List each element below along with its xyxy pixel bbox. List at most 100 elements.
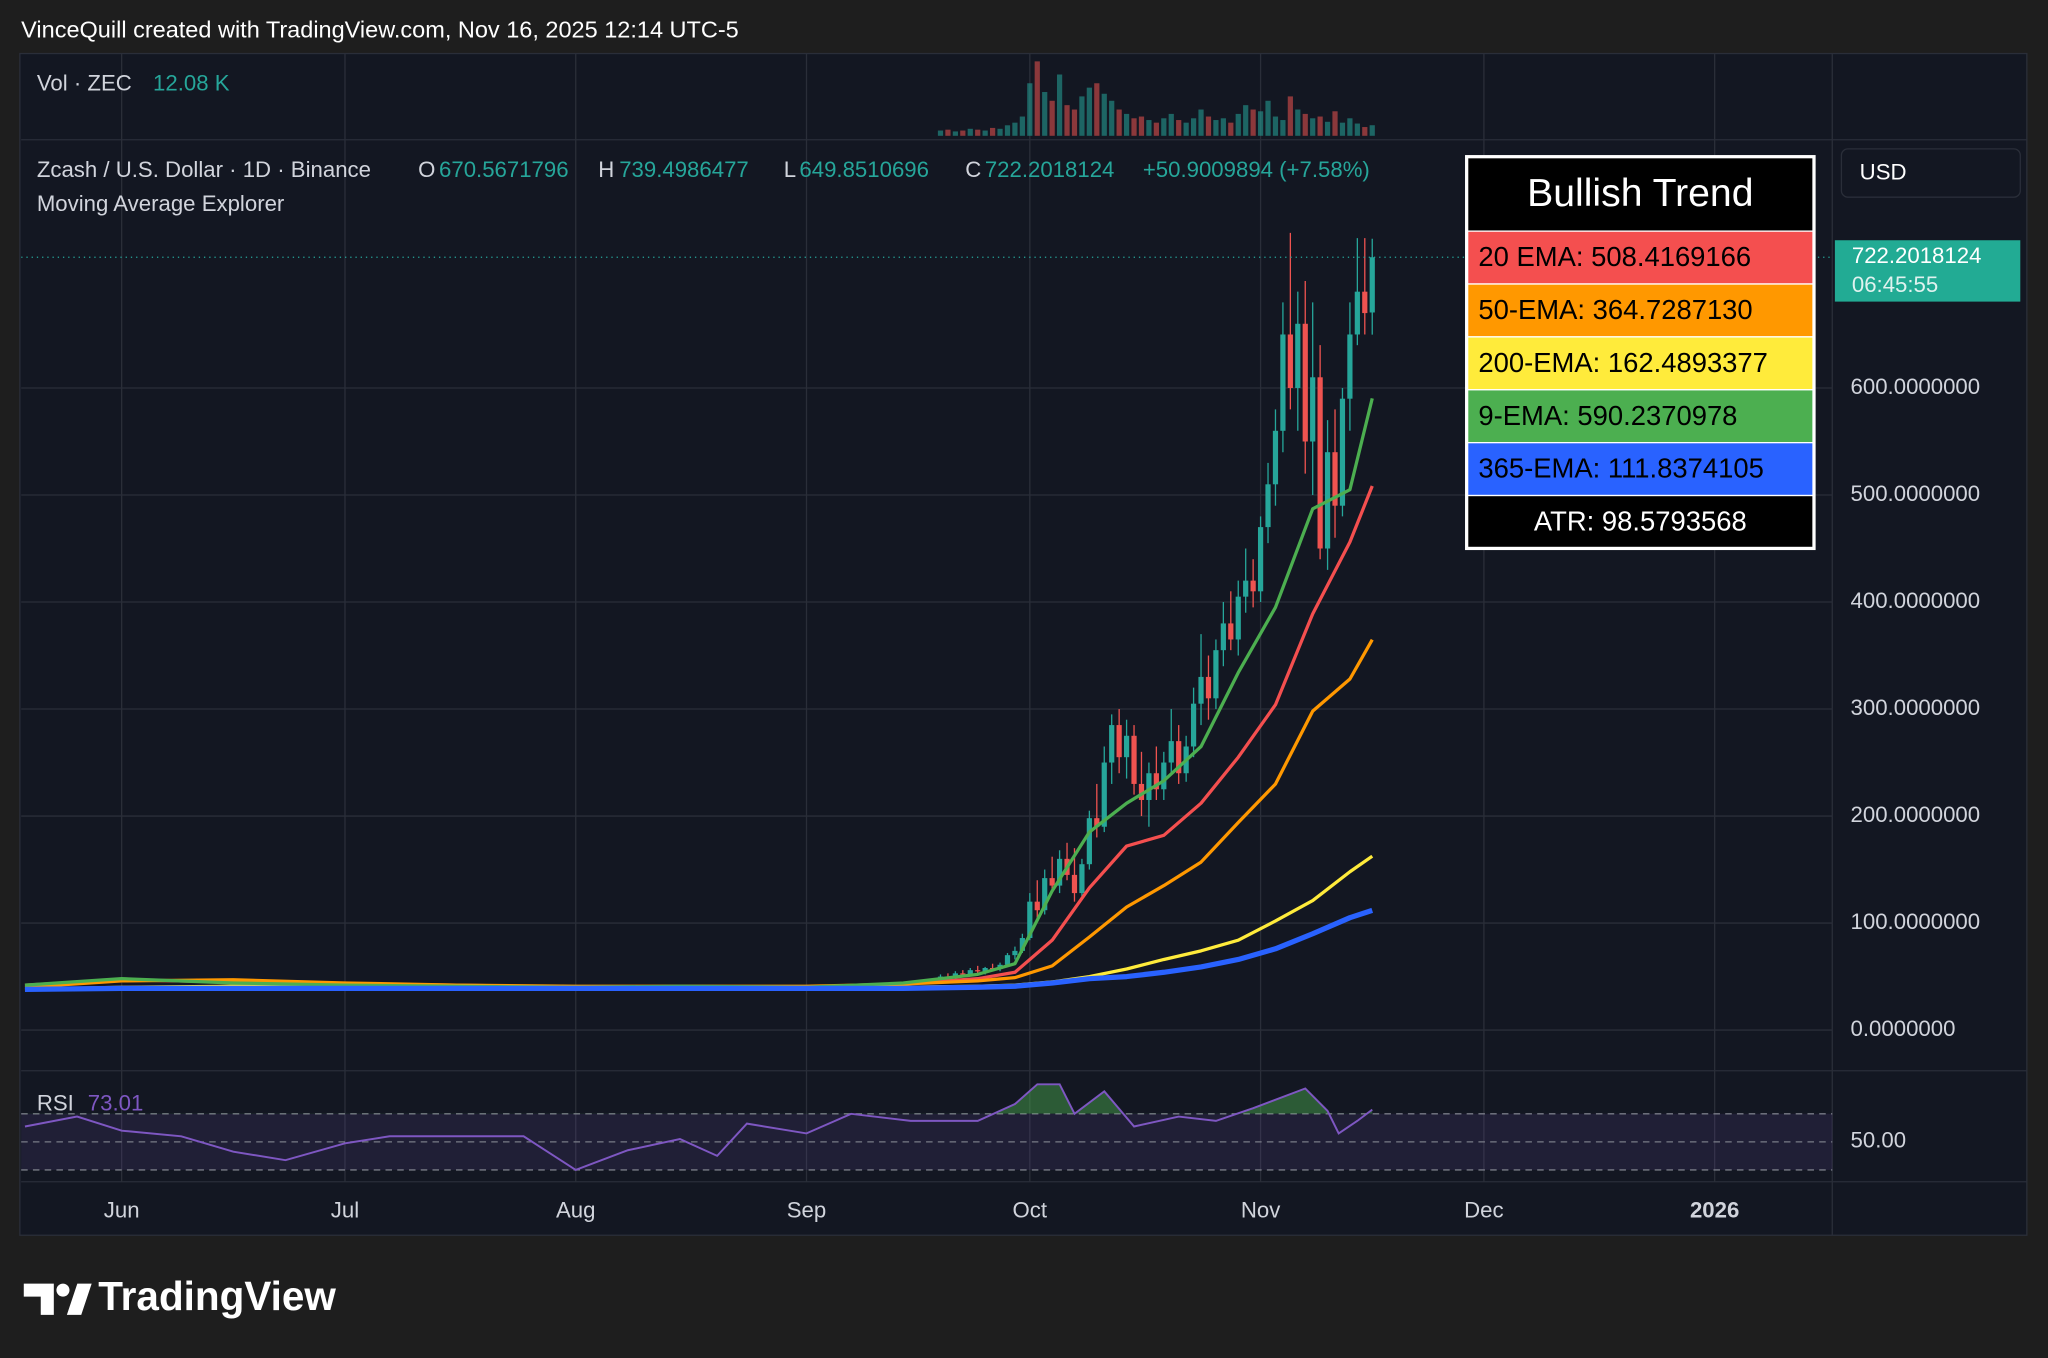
candle-body bbox=[1317, 377, 1323, 549]
volume-bar bbox=[1027, 83, 1033, 136]
volume-bar bbox=[937, 130, 944, 136]
candle-body bbox=[1369, 257, 1375, 313]
volume-bar bbox=[1213, 120, 1219, 136]
currency-box[interactable] bbox=[1840, 148, 2021, 198]
volume-bar bbox=[1198, 109, 1204, 136]
y-tick-label: 500.0000000 bbox=[1851, 481, 1981, 506]
logo-icon bbox=[66, 1283, 92, 1315]
volume-bar bbox=[1109, 100, 1115, 136]
candle-body bbox=[1146, 773, 1152, 800]
x-tick-label: Sep bbox=[787, 1198, 826, 1223]
candle-body bbox=[1116, 725, 1122, 758]
candle-body bbox=[1250, 580, 1256, 592]
price-pane bbox=[21, 232, 1833, 992]
candle-body bbox=[1332, 452, 1338, 506]
volume-bar bbox=[1243, 105, 1249, 136]
ema-line bbox=[24, 398, 1374, 989]
volume-bar bbox=[1086, 87, 1092, 136]
currency[interactable]: USD bbox=[1860, 160, 1907, 185]
volume-bar bbox=[1362, 127, 1368, 136]
volume-bar bbox=[1257, 111, 1264, 136]
countdown: 06:45:55 bbox=[1852, 272, 1938, 297]
y-tick-label: 50.00 bbox=[1851, 1128, 1907, 1153]
candle-body bbox=[1131, 735, 1137, 784]
info-box-row bbox=[1466, 230, 1815, 285]
candle-body bbox=[1153, 773, 1159, 790]
volume-bar bbox=[1056, 74, 1063, 136]
y-tick-label: 600.0000000 bbox=[1851, 374, 1981, 399]
info-box-title: Bullish Trend bbox=[1527, 172, 1753, 215]
y-tick-label: 400.0000000 bbox=[1851, 588, 1981, 613]
candle-body bbox=[1310, 377, 1316, 442]
ohlc-label: L bbox=[784, 157, 796, 182]
volume-bar bbox=[1354, 123, 1360, 136]
candle-body bbox=[1228, 623, 1234, 640]
candle-body bbox=[1004, 955, 1011, 965]
candle-body bbox=[1056, 858, 1063, 886]
volume-bar bbox=[975, 129, 981, 136]
volume-bar bbox=[1168, 113, 1174, 136]
subtitle: Moving Average Explorer bbox=[37, 191, 285, 216]
volume-bar bbox=[1250, 109, 1256, 136]
candle-body bbox=[1176, 741, 1182, 774]
volume-bar bbox=[989, 127, 996, 136]
marks bbox=[21, 61, 1833, 1172]
volume-bar bbox=[952, 131, 958, 136]
volume-bar bbox=[1049, 100, 1055, 136]
logo: TradingView bbox=[23, 1273, 336, 1319]
change: +50.9009894 (+7.58%) bbox=[1143, 157, 1370, 182]
ohlc-label: O bbox=[418, 157, 435, 182]
candle-body bbox=[1109, 725, 1115, 763]
volume-bar bbox=[1310, 118, 1316, 136]
candle-body bbox=[1205, 676, 1212, 699]
candle-body bbox=[1161, 762, 1167, 790]
volume-bar bbox=[1094, 83, 1100, 136]
candle-body bbox=[1034, 901, 1040, 911]
logo-text: TradingView bbox=[98, 1273, 336, 1319]
x-tick-label: Nov bbox=[1241, 1198, 1281, 1223]
candle-body bbox=[1347, 334, 1353, 399]
info-box-text: 365-EMA: 111.8374105 bbox=[1478, 453, 1763, 484]
rsi-value: 73.01 bbox=[88, 1091, 144, 1116]
volume-bar bbox=[1235, 113, 1241, 136]
volume-bar bbox=[1205, 116, 1212, 136]
ohlc-label: H bbox=[598, 157, 614, 182]
last-price-box bbox=[1834, 240, 2021, 302]
info-box-row bbox=[1466, 442, 1815, 497]
candle-body bbox=[1094, 818, 1100, 827]
ohlc-value: 722.2018124 bbox=[985, 157, 1115, 182]
rsi-title: RSI bbox=[37, 1091, 74, 1116]
ohlc-value: 670.5671796 bbox=[439, 157, 569, 182]
x-tick-label: Dec bbox=[1464, 1198, 1503, 1223]
volume-bar bbox=[1183, 122, 1189, 136]
volume-bar bbox=[1176, 120, 1182, 136]
candle-body bbox=[1257, 527, 1264, 592]
candle-body bbox=[967, 970, 973, 975]
candle-body bbox=[982, 967, 988, 972]
last-price-label: 722.2018124 bbox=[1852, 243, 1982, 268]
candle-body bbox=[1190, 703, 1197, 747]
volume-bar bbox=[1339, 122, 1346, 136]
info-box-text: 9-EMA: 590.2370978 bbox=[1478, 400, 1737, 431]
candle-body bbox=[1265, 484, 1271, 528]
candle-body bbox=[1220, 623, 1226, 651]
candle-body bbox=[1049, 878, 1055, 886]
volume-bar bbox=[982, 130, 988, 136]
y-tick-label: 300.0000000 bbox=[1851, 695, 1981, 720]
candle-body bbox=[1198, 676, 1204, 704]
volume-bar bbox=[1317, 116, 1323, 136]
x-tick-label: Aug bbox=[556, 1198, 595, 1223]
volume-bar bbox=[945, 129, 951, 136]
volume-bar bbox=[997, 128, 1003, 136]
volume-bar bbox=[1190, 118, 1197, 136]
volume-bar bbox=[1101, 93, 1107, 136]
logo-icon bbox=[56, 1283, 70, 1297]
volume-bar bbox=[1004, 125, 1011, 136]
volume-bar bbox=[1146, 120, 1152, 136]
volume-bar bbox=[1295, 109, 1301, 136]
volume-bar bbox=[1302, 113, 1308, 136]
candle-body bbox=[1287, 334, 1293, 388]
volume-bar bbox=[1287, 96, 1293, 136]
candle-body bbox=[1243, 580, 1249, 597]
